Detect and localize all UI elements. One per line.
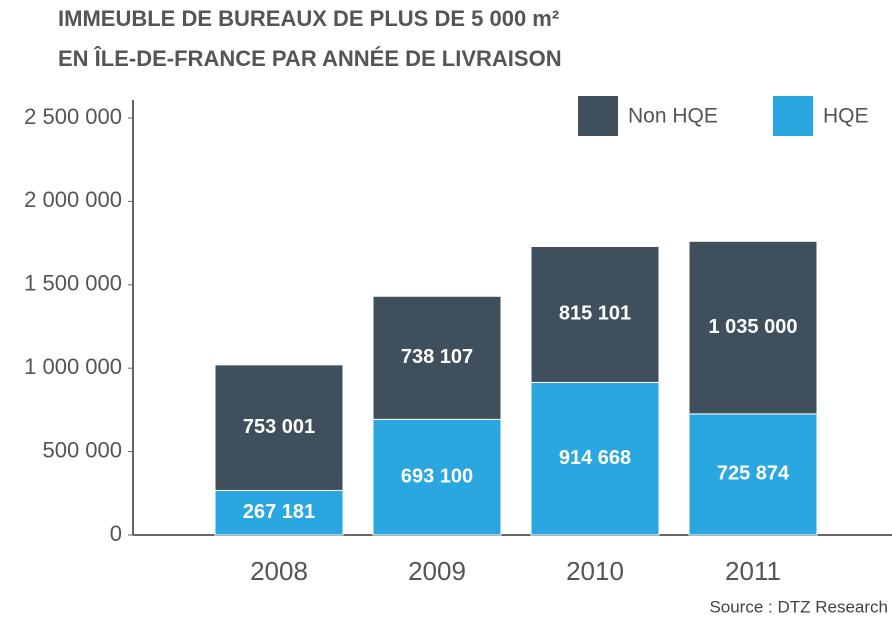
bar-segment — [214, 489, 344, 536]
value-label: 725 874 — [717, 463, 790, 485]
value-label: 267 181 — [243, 501, 315, 523]
bar-segment — [372, 418, 502, 536]
y-tick-label: 500 000 — [42, 437, 122, 462]
bar-segment — [530, 381, 660, 536]
chart-subtitle: EN ÎLE-DE-FRANCE PAR ANNÉE DE LIVRAISON — [58, 46, 562, 71]
bar-segment — [688, 240, 818, 415]
y-tick-label: 2 500 000 — [24, 104, 122, 129]
y-tick-label: 1 500 000 — [24, 271, 122, 296]
y-tick-label: 0 — [110, 521, 122, 546]
y-tick-label: 2 000 000 — [24, 187, 122, 212]
x-tick-label: 2011 — [725, 556, 781, 586]
legend-swatch — [578, 96, 618, 136]
source: Source : DTZ Research — [709, 597, 888, 616]
bar-segment — [214, 364, 344, 491]
y-tick-label: 1 000 000 — [24, 354, 122, 379]
legend-label: Non HQE — [628, 105, 718, 128]
bar-segment — [372, 295, 502, 420]
x-tick-label: 2010 — [566, 556, 624, 586]
value-label: 914 668 — [559, 447, 631, 469]
value-label: 738 107 — [401, 346, 473, 368]
x-tick-label: 2008 — [250, 556, 308, 586]
bar-segment — [530, 245, 660, 383]
legend-label: HQE — [823, 105, 869, 128]
value-label: 1 035 000 — [709, 316, 798, 338]
value-label: 693 100 — [401, 465, 473, 487]
value-label: 753 001 — [243, 416, 315, 438]
chart-title: IMMEUBLE DE BUREAUX DE PLUS DE 5 000 m² — [58, 6, 559, 31]
x-tick-label: 2009 — [408, 556, 466, 586]
value-label: 815 101 — [559, 303, 631, 325]
legend-swatch — [773, 96, 813, 136]
